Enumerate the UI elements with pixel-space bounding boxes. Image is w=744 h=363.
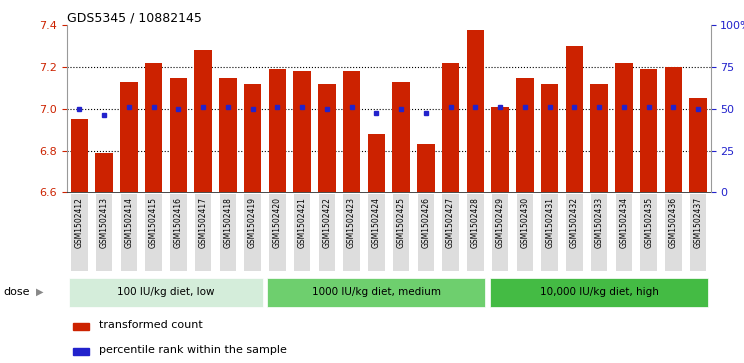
Text: GSM1502412: GSM1502412 (75, 197, 84, 248)
Bar (466, 30, 484, 192)
Bar (219, 78, 237, 192)
Text: GSM1502421: GSM1502421 (298, 197, 307, 248)
Text: GSM1502437: GSM1502437 (693, 197, 702, 248)
Bar (318, 84, 336, 192)
FancyBboxPatch shape (294, 194, 310, 271)
FancyBboxPatch shape (267, 277, 485, 307)
Bar (74, 323, 89, 330)
FancyBboxPatch shape (492, 194, 508, 271)
FancyBboxPatch shape (318, 194, 335, 271)
FancyBboxPatch shape (641, 194, 657, 271)
Text: GSM1502435: GSM1502435 (644, 197, 653, 248)
Text: GSM1502436: GSM1502436 (669, 197, 678, 248)
Text: GSM1502433: GSM1502433 (594, 197, 603, 248)
Text: GSM1502424: GSM1502424 (372, 197, 381, 248)
Bar (442, 63, 459, 192)
Text: GSM1502417: GSM1502417 (199, 197, 208, 248)
Text: GSM1502431: GSM1502431 (545, 197, 554, 248)
FancyBboxPatch shape (145, 194, 162, 271)
FancyBboxPatch shape (516, 194, 533, 271)
Bar (392, 82, 410, 192)
Text: GSM1502418: GSM1502418 (223, 197, 232, 248)
Text: GSM1502425: GSM1502425 (397, 197, 405, 248)
Bar (269, 69, 286, 192)
Text: GSM1502419: GSM1502419 (248, 197, 257, 248)
Text: 100 IU/kg diet, low: 100 IU/kg diet, low (118, 287, 215, 297)
Bar (244, 84, 261, 192)
Bar (343, 72, 360, 192)
FancyBboxPatch shape (170, 194, 187, 271)
Text: percentile rank within the sample: percentile rank within the sample (99, 345, 287, 355)
FancyBboxPatch shape (665, 194, 682, 271)
FancyBboxPatch shape (244, 194, 261, 271)
Text: GSM1502430: GSM1502430 (520, 197, 530, 248)
FancyBboxPatch shape (269, 194, 286, 271)
Bar (145, 63, 162, 192)
FancyBboxPatch shape (368, 194, 385, 271)
Bar (74, 348, 89, 355)
FancyBboxPatch shape (96, 194, 112, 271)
FancyBboxPatch shape (566, 194, 583, 271)
FancyBboxPatch shape (467, 194, 484, 271)
Bar (194, 50, 212, 192)
FancyBboxPatch shape (121, 194, 137, 271)
Text: transformed count: transformed count (99, 321, 203, 330)
FancyBboxPatch shape (690, 194, 706, 271)
FancyBboxPatch shape (615, 194, 632, 271)
Bar (640, 69, 657, 192)
Text: 1000 IU/kg diet, medium: 1000 IU/kg diet, medium (312, 287, 441, 297)
FancyBboxPatch shape (71, 194, 88, 271)
FancyBboxPatch shape (417, 194, 434, 271)
Bar (492, 107, 509, 192)
Text: GSM1502415: GSM1502415 (149, 197, 158, 248)
Text: GSM1502423: GSM1502423 (347, 197, 356, 248)
Bar (591, 84, 608, 192)
FancyBboxPatch shape (344, 194, 360, 271)
Text: GSM1502420: GSM1502420 (273, 197, 282, 248)
Text: GSM1502422: GSM1502422 (322, 197, 331, 248)
FancyBboxPatch shape (591, 194, 607, 271)
Bar (293, 72, 311, 192)
Text: dose: dose (4, 287, 31, 297)
Bar (368, 134, 385, 192)
Bar (516, 78, 533, 192)
FancyBboxPatch shape (219, 194, 236, 271)
Bar (690, 98, 707, 192)
Text: GSM1502413: GSM1502413 (100, 197, 109, 248)
Bar (121, 82, 138, 192)
Text: GSM1502414: GSM1502414 (124, 197, 133, 248)
Bar (664, 67, 682, 192)
Bar (565, 46, 583, 192)
Text: GSM1502434: GSM1502434 (620, 197, 629, 248)
FancyBboxPatch shape (443, 194, 459, 271)
Bar (71, 119, 88, 192)
Text: GSM1502427: GSM1502427 (446, 197, 455, 248)
Text: GSM1502429: GSM1502429 (496, 197, 504, 248)
FancyBboxPatch shape (490, 277, 708, 307)
Text: ▶: ▶ (36, 287, 43, 297)
Bar (615, 63, 632, 192)
FancyBboxPatch shape (542, 194, 558, 271)
FancyBboxPatch shape (195, 194, 211, 271)
Text: GSM1502426: GSM1502426 (421, 197, 430, 248)
Text: GSM1502416: GSM1502416 (174, 197, 183, 248)
Text: GSM1502428: GSM1502428 (471, 197, 480, 248)
Bar (170, 78, 187, 192)
Bar (95, 153, 113, 192)
Text: GDS5345 / 10882145: GDS5345 / 10882145 (67, 11, 202, 24)
FancyBboxPatch shape (393, 194, 409, 271)
Text: GSM1502432: GSM1502432 (570, 197, 579, 248)
FancyBboxPatch shape (69, 277, 263, 307)
Bar (417, 144, 434, 192)
Text: 10,000 IU/kg diet, high: 10,000 IU/kg diet, high (539, 287, 658, 297)
Bar (541, 84, 558, 192)
